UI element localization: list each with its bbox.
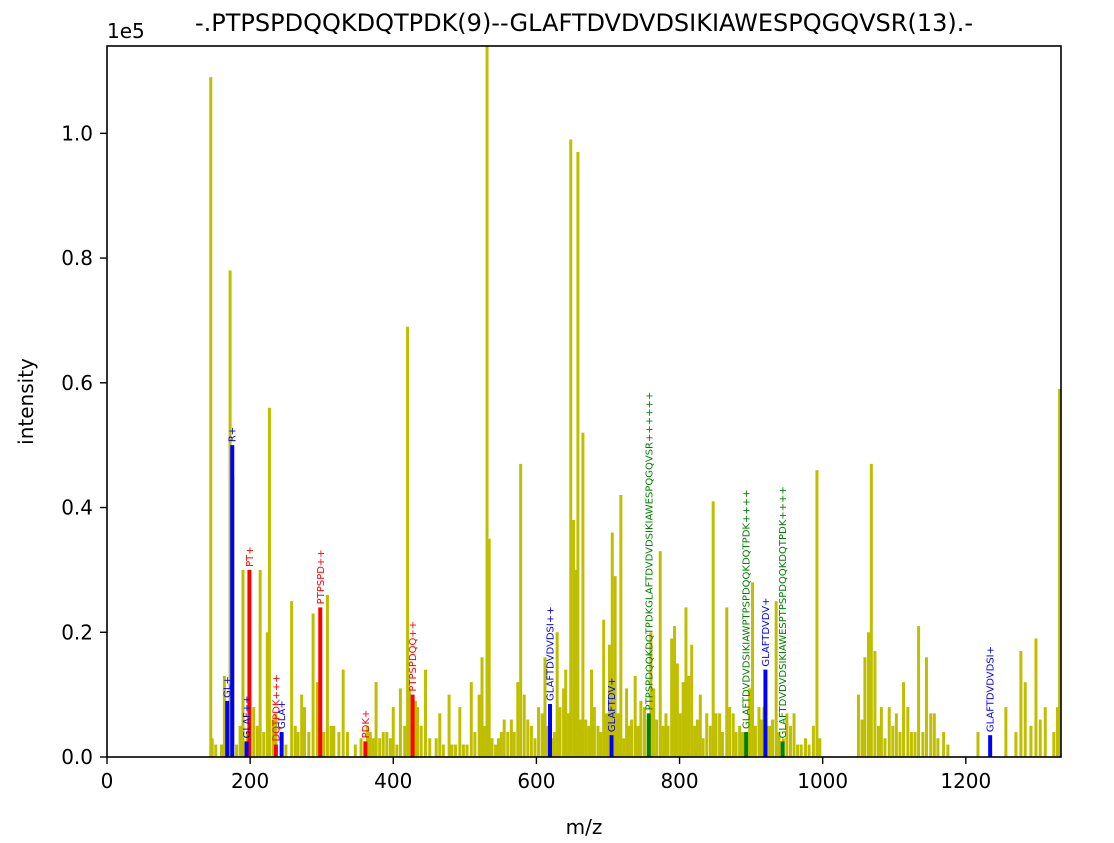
x-tick-label: 1200 bbox=[940, 769, 991, 793]
y-tick-label: 0.8 bbox=[61, 246, 93, 270]
peak-annotation: GLAFTDVDV+ bbox=[761, 597, 772, 666]
peak-annotation: GLAFTDVDVDSI+ bbox=[986, 646, 997, 732]
peak-bars bbox=[209, 46, 1062, 757]
x-tick-label: 400 bbox=[374, 769, 412, 793]
x-axis: 0 200 400 600 800 1000 1200 bbox=[101, 757, 991, 793]
peak-annotation: GLAFTDVDVDSIKIAWESPTPSPDQQKDQTPDK++++ bbox=[778, 486, 789, 738]
x-axis-label: m/z bbox=[566, 815, 603, 839]
y-offset-label: 1e5 bbox=[107, 19, 145, 43]
peak-annotation: PT+ bbox=[245, 546, 256, 567]
peak-annotation: GLAFTDVDVDSI++ bbox=[546, 606, 557, 701]
peak-annotation: GLAFTDVDVDSIKIAWPTPSPDQQKDQTPDK++++ bbox=[742, 490, 753, 730]
peak-annotation: PDK+ bbox=[361, 710, 372, 739]
y-axis: 0.0 0.2 0.4 0.6 0.8 1.0 bbox=[61, 121, 107, 769]
peak-annotation: GL+ bbox=[223, 676, 234, 698]
x-tick-label: 1000 bbox=[797, 769, 848, 793]
x-tick-label: 600 bbox=[517, 769, 555, 793]
y-tick-label: 0.0 bbox=[61, 745, 93, 769]
peak-annotation: GLAF++ bbox=[242, 696, 253, 739]
plot-frame bbox=[106, 45, 1062, 758]
peak-annotation: GLAFTDV+ bbox=[607, 677, 618, 732]
peak-annotation: PTPSPDQQ++ bbox=[408, 621, 419, 692]
chart-title: -.PTPSPDQQKDQTPDK(9)--GLAFTDVDVDSIKIAWES… bbox=[195, 9, 973, 37]
peak-annotation: DQTPDK+++ bbox=[271, 674, 282, 741]
peak-annotation: PTPSPD++ bbox=[316, 549, 327, 604]
peak-annotation: GLA+ bbox=[277, 700, 288, 729]
x-tick-label: 200 bbox=[231, 769, 269, 793]
x-tick-label: 0 bbox=[101, 769, 114, 793]
y-tick-label: 1.0 bbox=[61, 121, 93, 145]
y-tick-label: 0.6 bbox=[61, 371, 93, 395]
peak-annotations: PT+ DQTPDK+++ PTPSPD++ PDK+ PTPSPDQQ++ GL+ R+ G… bbox=[223, 392, 997, 742]
y-axis-label: intensity bbox=[14, 358, 38, 445]
y-tick-label: 0.2 bbox=[61, 620, 93, 644]
peak-annotation: PTPSPDQQKDQTPDKGLAFTDVDVDSIKIAWESPQGQVSR… bbox=[644, 392, 655, 711]
y-tick-label: 0.4 bbox=[61, 496, 93, 520]
peak-annotation: R+ bbox=[228, 427, 239, 442]
x-tick-label: 800 bbox=[660, 769, 698, 793]
